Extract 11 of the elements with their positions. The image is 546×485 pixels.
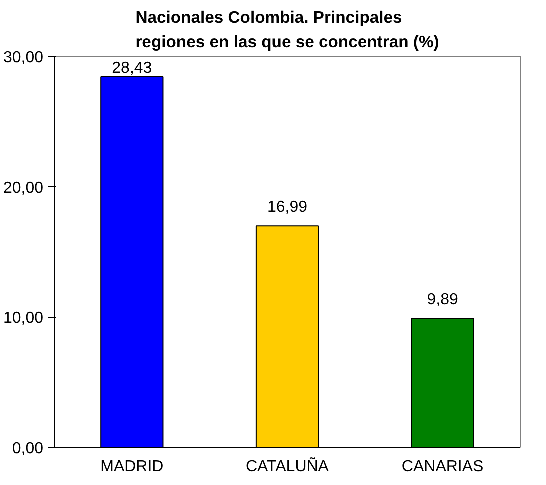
y-tick-label: 10,00 — [3, 310, 44, 328]
x-tick-label: CATALUÑA — [246, 456, 330, 476]
data-label: 28,43 — [112, 60, 152, 77]
data-label: 9,89 — [427, 292, 459, 309]
y-tick-label: 20,00 — [3, 180, 44, 197]
data-label: 16,99 — [267, 199, 308, 216]
chart-title: Nacionales Colombia. Principales regiones en las que se concentran (%) — [136, 8, 440, 52]
y-tick-label: 30,00 — [3, 50, 44, 66]
x-tick-label: MADRID — [100, 458, 164, 476]
x-tick-label: CANARIAS — [402, 458, 484, 476]
y-tick-label: 0,00 — [12, 440, 44, 458]
